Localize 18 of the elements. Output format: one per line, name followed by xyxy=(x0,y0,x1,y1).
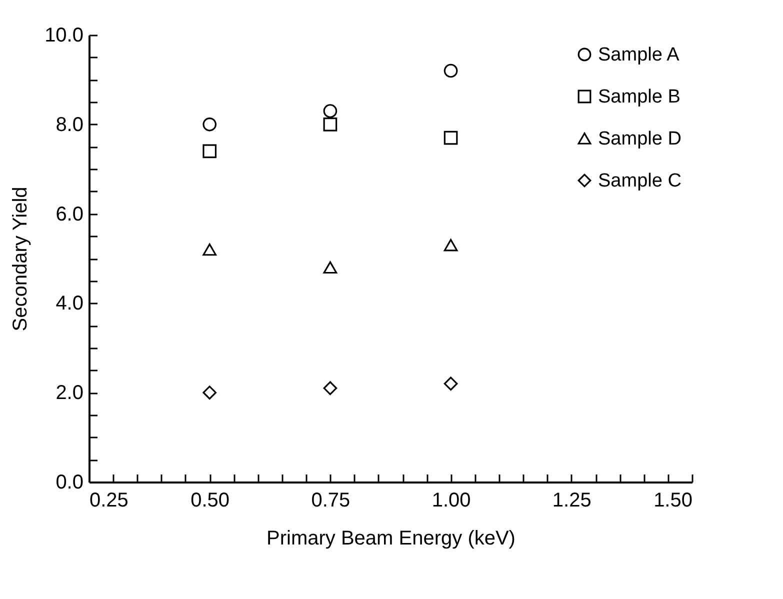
x-tick-label: 1.25 xyxy=(552,490,592,512)
x-tick-label: 0.50 xyxy=(190,490,230,512)
y-tick-label: 10.0 xyxy=(44,24,84,46)
legend-label: Sample D xyxy=(598,128,682,150)
y-tick-label: 0.0 xyxy=(56,472,84,494)
x-tick-label: 1.00 xyxy=(432,490,471,512)
x-tick-label: 1.50 xyxy=(654,490,692,512)
y-tick-label: 2.0 xyxy=(56,382,84,404)
y-axis-title: Secondary Yield xyxy=(10,186,32,332)
y-tick-label: 6.0 xyxy=(56,203,84,226)
x-tick-label: 0.75 xyxy=(311,490,350,512)
y-tick-label: 8.0 xyxy=(56,114,84,136)
legend-label: Sample C xyxy=(598,170,682,192)
y-tick-label: 4.0 xyxy=(56,292,84,315)
x-axis-title: Primary Beam Energy (keV) xyxy=(266,528,516,550)
legend-label: Sample B xyxy=(598,86,680,108)
x-tick-label: 0.25 xyxy=(90,490,128,512)
legend-label: Sample A xyxy=(598,44,680,66)
